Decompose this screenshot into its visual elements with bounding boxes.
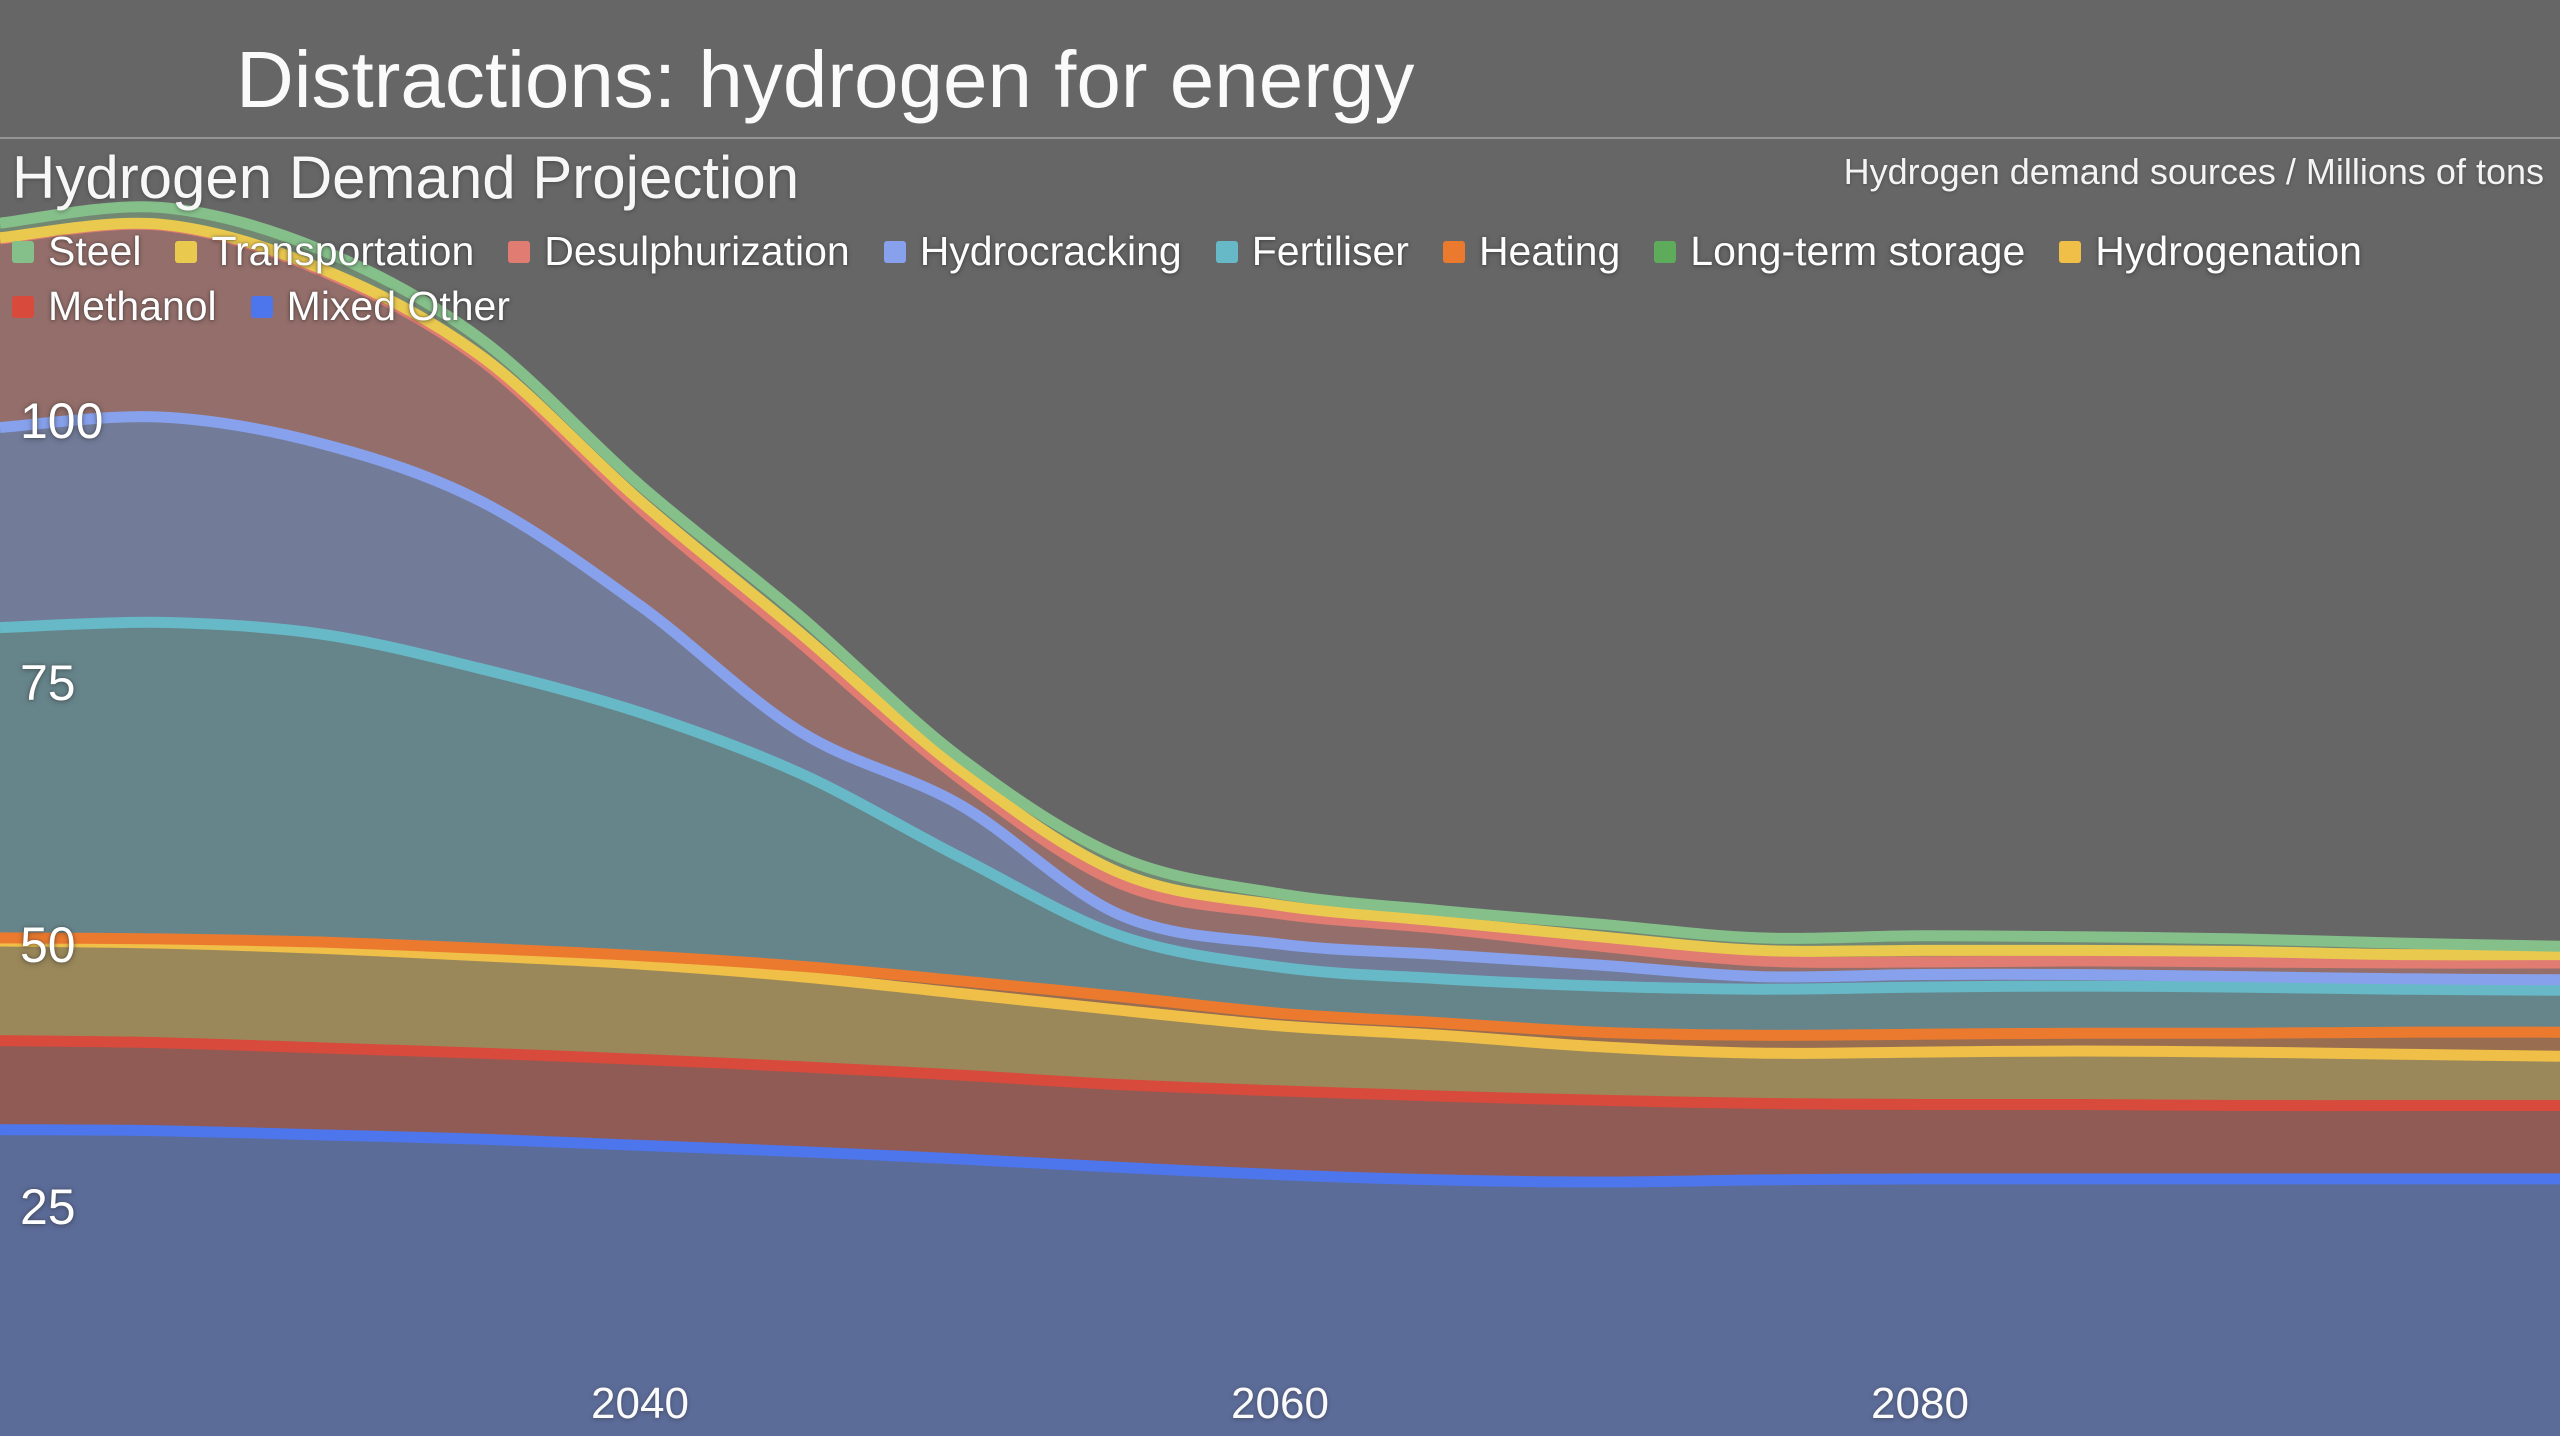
legend-swatch-desulphurization bbox=[508, 240, 531, 263]
legend-item-mixed-other[interactable]: Mixed Other bbox=[250, 283, 510, 329]
area-hydrogenation bbox=[0, 941, 2560, 1106]
area-hydrocracking bbox=[0, 416, 2560, 991]
legend-label: Hydrocracking bbox=[919, 228, 1182, 274]
units-label: Hydrogen demand sources / Millions of to… bbox=[1843, 151, 2544, 192]
legend-label: Mixed Other bbox=[286, 283, 510, 329]
area-mixed-other bbox=[0, 1129, 2560, 1436]
legend-label: Steel bbox=[48, 228, 142, 274]
line-methanol bbox=[0, 1035, 2560, 1112]
line-mixed-other bbox=[0, 1124, 2560, 1188]
legend-swatch-hydrogenation bbox=[2059, 240, 2082, 263]
legend-label: Heating bbox=[1478, 228, 1621, 274]
chart-heading: Hydrogen Demand Projection bbox=[12, 144, 800, 211]
legend-item-heating[interactable]: Heating bbox=[1442, 228, 1621, 274]
legend-item-methanol[interactable]: Methanol bbox=[12, 286, 217, 327]
legend-swatch-steel bbox=[12, 240, 34, 263]
legend-swatch-mixed-other bbox=[250, 295, 273, 318]
legend-swatch-transportation bbox=[175, 240, 198, 263]
legend-row-1: Steel Transportation Desulphurization Hydro… bbox=[12, 224, 2552, 279]
legend: Steel Transportation Desulphurization Hydro… bbox=[12, 224, 2552, 334]
slide-title: Distractions: hydrogen for energy bbox=[236, 35, 1415, 124]
legend-label: Methanol bbox=[48, 283, 217, 329]
legend-swatch-heating bbox=[1442, 240, 1465, 263]
legend-swatch-hydrocracking bbox=[883, 240, 906, 263]
line-hydrogenation bbox=[0, 935, 2560, 1062]
legend-label: Long-term storage bbox=[1690, 228, 2026, 274]
legend-item-desulphurization[interactable]: Desulphurization bbox=[508, 228, 850, 274]
area-fertiliser bbox=[0, 622, 2560, 1036]
title-divider bbox=[0, 137, 2560, 139]
legend-item-hydrocracking[interactable]: Hydrocracking bbox=[883, 228, 1182, 274]
legend-item-fertiliser[interactable]: Fertiliser bbox=[1215, 228, 1409, 274]
legend-item-steel[interactable]: Steel bbox=[12, 231, 141, 272]
line-fertiliser bbox=[0, 616, 2560, 996]
legend-label: Fertiliser bbox=[1251, 228, 1409, 274]
area-heating bbox=[0, 937, 2560, 1057]
legend-swatch-methanol bbox=[12, 295, 34, 318]
legend-item-long-term-storage[interactable]: Long-term storage bbox=[1654, 231, 2025, 272]
area-methanol bbox=[0, 1040, 2560, 1182]
legend-row-2: Methanol Mixed Other bbox=[12, 279, 2552, 334]
line-heating bbox=[0, 932, 2560, 1041]
legend-label: Transportation bbox=[211, 228, 475, 274]
legend-label: Desulphurization bbox=[544, 228, 850, 274]
legend-item-hydrogenation[interactable]: Hydrogenation bbox=[2059, 231, 2362, 272]
legend-item-transportation[interactable]: Transportation bbox=[175, 231, 474, 272]
line-transportation bbox=[0, 217, 2560, 961]
line-steel bbox=[0, 201, 2560, 952]
legend-label: Hydrogenation bbox=[2095, 228, 2362, 274]
legend-swatch-fertiliser bbox=[1215, 240, 1238, 263]
line-hydrocracking bbox=[0, 411, 2560, 986]
legend-swatch-long-term-storage bbox=[1654, 240, 1677, 263]
